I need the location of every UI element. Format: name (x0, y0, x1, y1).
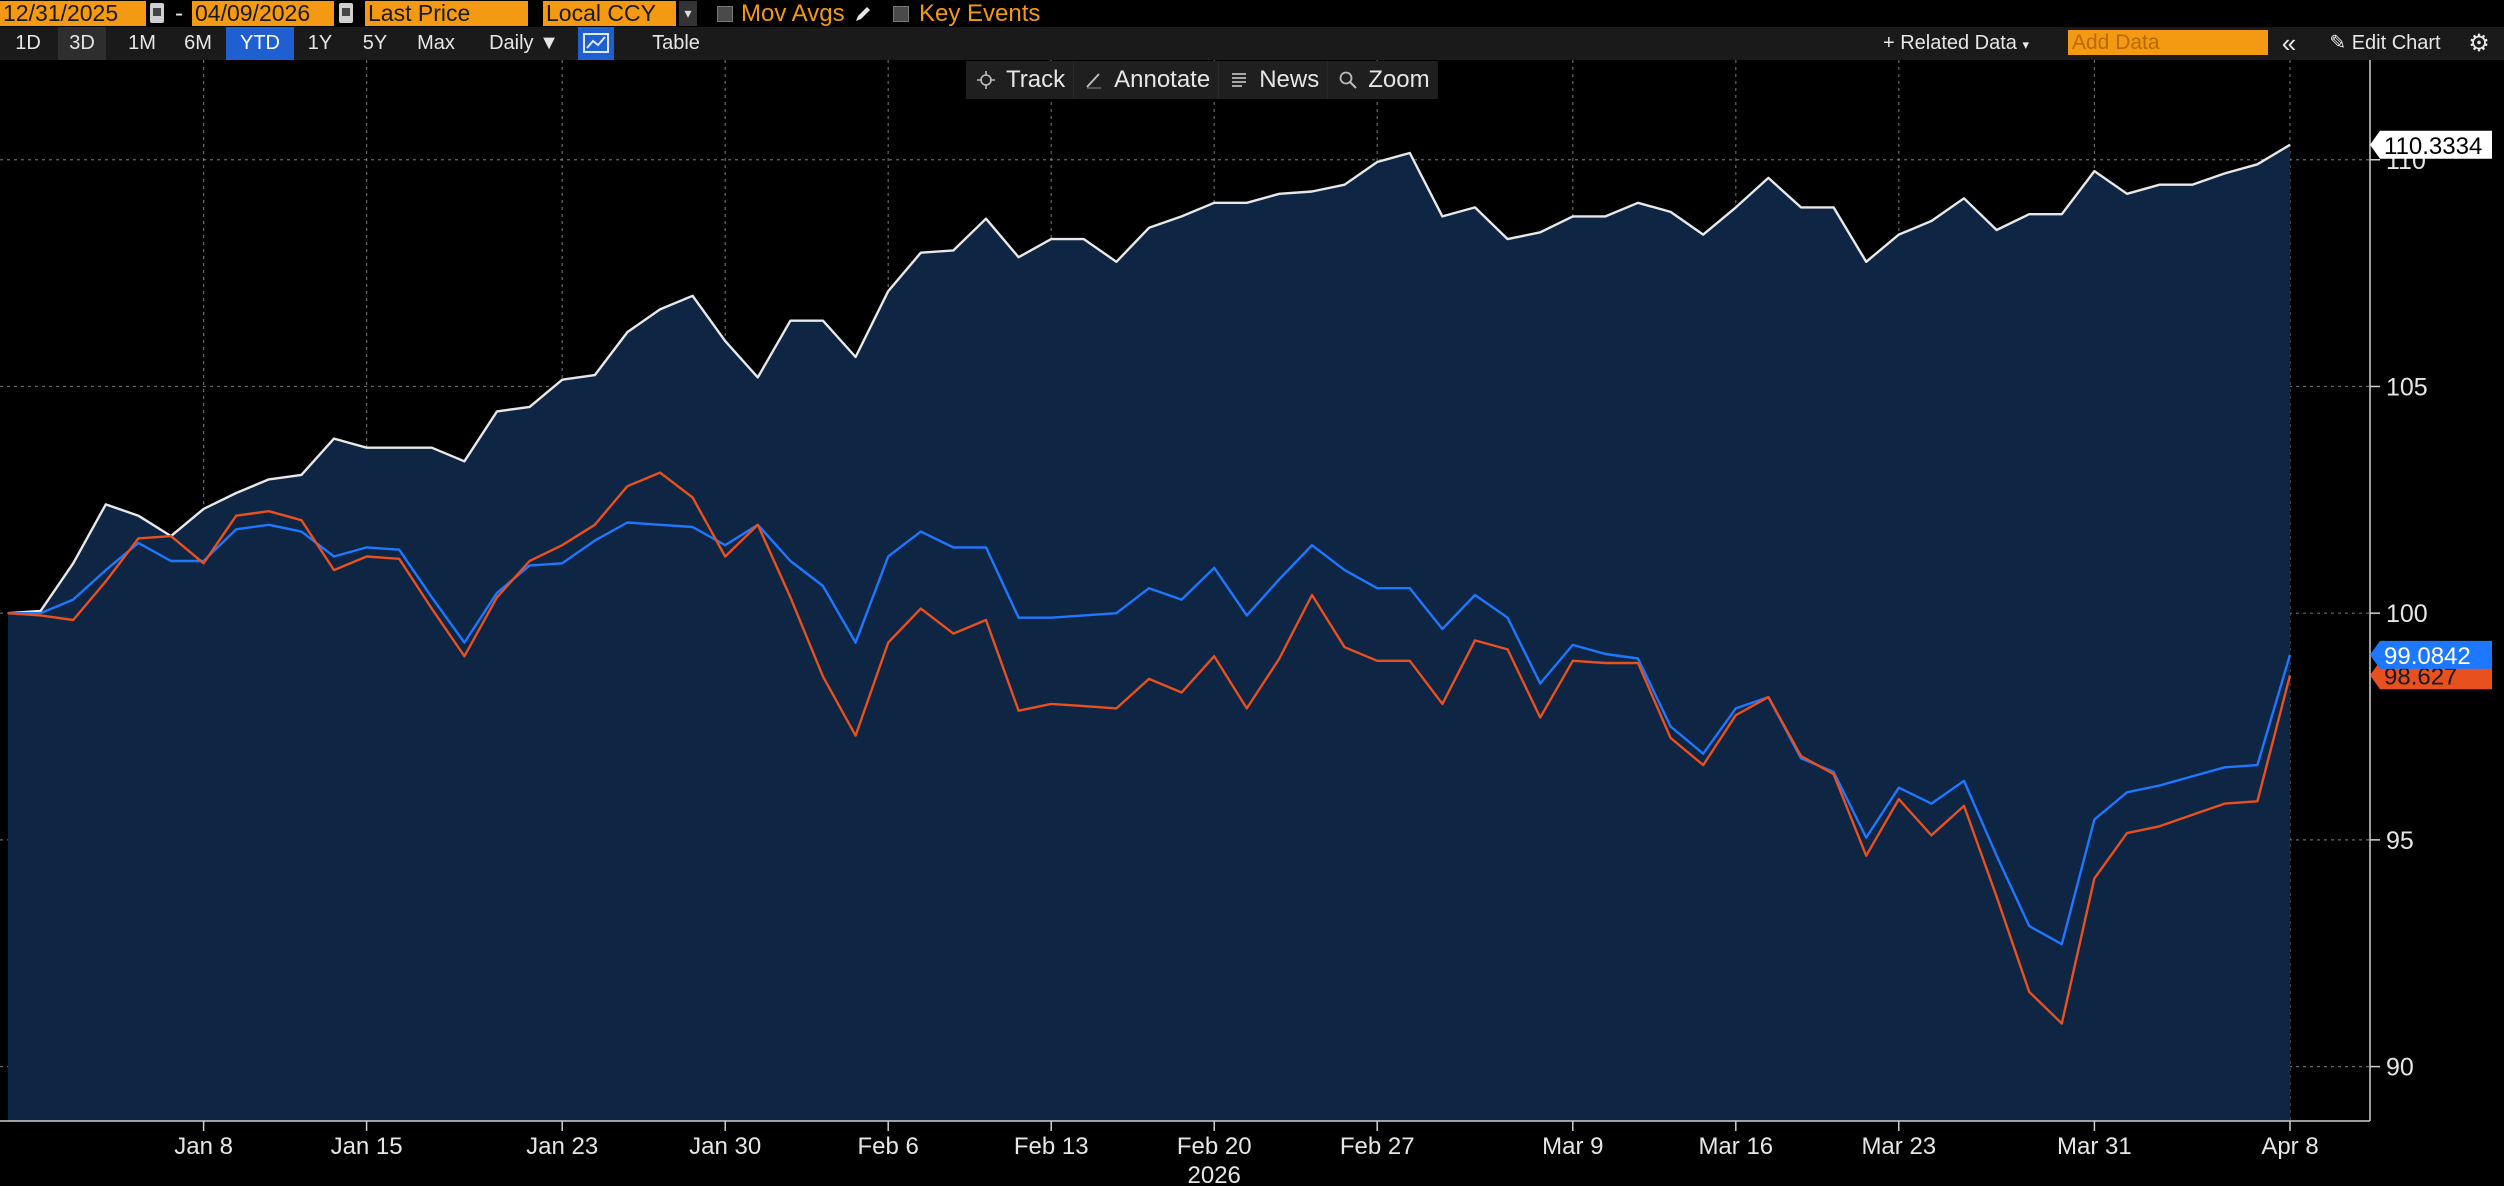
mov-avgs-label[interactable]: Mov Avgs (741, 0, 845, 27)
x-tick-label: Feb 20 (1177, 1133, 1252, 1160)
frequency-dropdown[interactable]: Daily ▼ (474, 27, 574, 60)
x-tick-label: Jan 23 (526, 1133, 598, 1160)
x-tick-label: Feb 13 (1014, 1133, 1089, 1160)
header-row-2: 1D 3D 1M 6M YTD 1Y 5Y Max Daily ▼ Table … (0, 27, 2504, 60)
y-tick-label: 105 (2386, 373, 2428, 401)
header-row-1: 12/31/2025 - 04/09/2026 Last Price Local… (0, 0, 2504, 27)
period-ytd[interactable]: YTD (226, 27, 294, 60)
calendar-icon[interactable] (339, 3, 353, 23)
series-line-2 (7, 471, 2292, 1025)
table-button[interactable]: Table (652, 32, 700, 54)
y-tick-label: 100 (2386, 600, 2428, 628)
period-1m[interactable]: 1M (128, 32, 156, 54)
news-icon (1232, 73, 1247, 87)
pen-icon (1086, 73, 1102, 89)
area-fill (8, 144, 2290, 1122)
edit-chart-label: Edit Chart (2351, 32, 2441, 54)
x-tick-label: Jan 15 (331, 1133, 403, 1160)
period-5y[interactable]: 5Y (362, 32, 388, 54)
news-label: News (1259, 66, 1320, 93)
zoom-label: Zoom (1368, 66, 1430, 93)
edit-chart-button[interactable]: ✎ Edit Chart (2312, 27, 2458, 60)
track-label: Track (1006, 66, 1066, 93)
last-value-tag-1: 99.0842 (2370, 640, 2492, 670)
start-date-field[interactable]: 12/31/2025 (0, 1, 146, 26)
x-axis-year-label: 2026 (1188, 1162, 1241, 1186)
add-data-input[interactable]: Add Data (2068, 30, 2268, 55)
magnifier-icon (1339, 71, 1357, 89)
last-value-tag-background (2370, 130, 2492, 159)
annotate-label: Annotate (1114, 66, 1211, 93)
key-events-label[interactable]: Key Events (919, 0, 1041, 27)
period-3d[interactable]: 3D (58, 27, 106, 60)
related-data-dropdown[interactable]: + Related Data ▾ (1862, 27, 2050, 60)
chevron-down-icon[interactable]: ▾ (679, 1, 697, 26)
collapse-icon[interactable]: « (2281, 28, 2297, 58)
frequency-label: Daily (489, 32, 534, 54)
x-tick-label: Feb 6 (858, 1133, 919, 1160)
series-line-1 (8, 521, 2292, 946)
track-button[interactable]: Track (966, 61, 1075, 99)
y-tick-label: 95 (2386, 827, 2414, 855)
key-events-checkbox[interactable] (893, 6, 909, 22)
x-tick-label: Mar 16 (1698, 1133, 1773, 1160)
series-lines (7, 143, 2292, 1025)
currency-selector[interactable]: Local CCY (543, 1, 676, 26)
annotate-button[interactable]: Annotate (1074, 61, 1220, 99)
chevron-down-icon: ▼ (539, 32, 559, 54)
pencil-icon[interactable] (853, 4, 873, 24)
x-tick-label: Mar 31 (2057, 1133, 2132, 1160)
last-value-tag-0: 110.3334 (2370, 130, 2492, 160)
field-selector[interactable]: Last Price (365, 1, 528, 26)
period-max[interactable]: Max (417, 32, 455, 54)
last-value-tag-text: 110.3334 (2384, 133, 2482, 160)
x-tick-label: Feb 27 (1340, 1133, 1415, 1160)
period-6m[interactable]: 6M (184, 32, 212, 54)
x-tick-label: Jan 8 (174, 1133, 233, 1160)
period-1d[interactable]: 1D (15, 32, 41, 54)
pencil-icon: ✎ (2329, 32, 2347, 54)
period-1y[interactable]: 1Y (307, 32, 333, 54)
last-value-tag-text: 99.0842 (2384, 643, 2471, 670)
calendar-icon[interactable] (150, 3, 164, 23)
news-button[interactable]: News (1219, 61, 1329, 99)
zoom-button[interactable]: Zoom (1328, 61, 1437, 99)
line-chart-icon[interactable] (578, 27, 614, 60)
series-line-0 (7, 143, 2291, 615)
gear-icon[interactable]: ⚙ (2468, 30, 2490, 57)
x-tick-label: Mar 9 (1542, 1133, 1603, 1160)
chevron-down-icon: ▾ (2022, 37, 2030, 52)
white-series-area (8, 144, 2290, 1122)
date-separator: - (175, 0, 183, 27)
end-date-field[interactable]: 04/09/2026 (192, 1, 334, 26)
crosshair-icon (977, 71, 995, 89)
x-tick-label: Apr 8 (2261, 1133, 2318, 1160)
chart-overlay-toolbar: Track Annotate News Zoom (966, 61, 1438, 99)
related-data-label: + Related Data (1882, 32, 2017, 54)
last-value-tag-background (2370, 640, 2492, 669)
x-tick-label: Mar 23 (1861, 1133, 1936, 1160)
mov-avgs-checkbox[interactable] (717, 6, 733, 22)
x-tick-label: Jan 30 (689, 1133, 761, 1160)
y-tick-label: 90 (2386, 1054, 2414, 1082)
